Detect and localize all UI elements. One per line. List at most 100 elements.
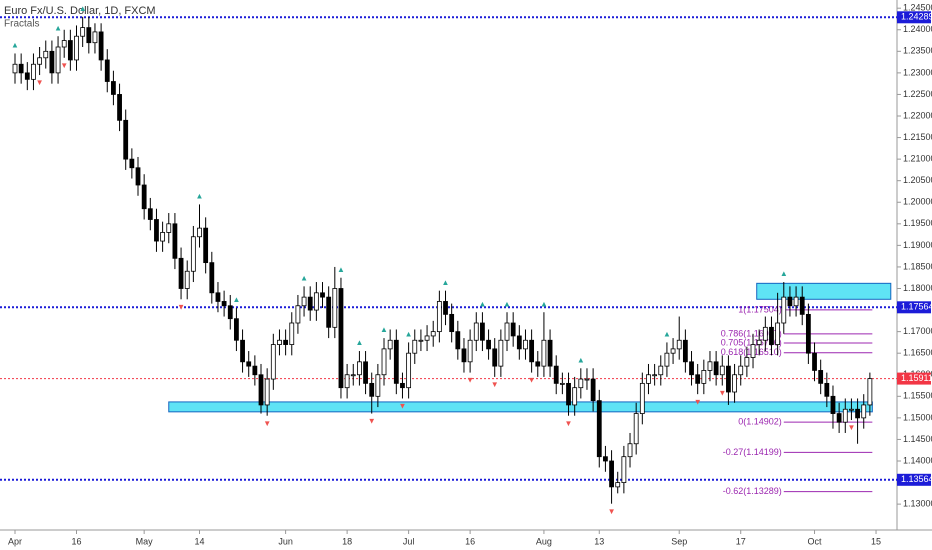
candle-body <box>695 374 701 384</box>
candle-body <box>320 292 325 298</box>
candle-body <box>775 322 781 345</box>
candle-body <box>406 352 412 389</box>
candle-body <box>129 158 135 169</box>
fractal-up: ▲ <box>232 295 240 304</box>
x-tick-label: Oct <box>808 536 823 546</box>
candle-body <box>805 313 811 354</box>
candle-body <box>449 313 455 333</box>
candle-body <box>855 408 860 419</box>
y-tick-label: 1.19000 <box>903 240 932 250</box>
candle-body <box>375 374 381 397</box>
candle-body <box>135 167 141 186</box>
candle-body <box>369 382 375 397</box>
fractal-up: ▲ <box>337 265 345 274</box>
candle-body <box>443 301 448 315</box>
price-badge-label: 1.24289 <box>901 12 932 22</box>
candle-body <box>61 40 67 48</box>
candle-body <box>603 456 608 462</box>
y-tick-label: 1.23500 <box>903 46 932 56</box>
indicator-label: Fractals <box>4 19 40 30</box>
candle-body <box>221 301 227 307</box>
y-tick-label: 1.14500 <box>903 434 932 444</box>
candle-body <box>615 482 621 488</box>
candle-body <box>92 31 98 44</box>
candle-body <box>215 292 221 302</box>
candle-body <box>154 219 159 242</box>
candle-body <box>227 305 233 320</box>
candle-body <box>240 339 245 363</box>
candle-body <box>209 262 215 294</box>
candle-body <box>553 365 559 384</box>
y-tick-label: 1.21000 <box>903 154 932 164</box>
candle-body <box>799 296 805 315</box>
candle-body <box>246 361 252 367</box>
candle-body <box>738 365 744 376</box>
fractal-up: ▲ <box>478 299 486 308</box>
candle-body <box>147 208 153 220</box>
x-tick-label: 17 <box>736 536 746 546</box>
x-tick-label: Apr <box>8 536 22 546</box>
fractal-up: ▲ <box>577 355 585 364</box>
candle-body <box>24 72 30 80</box>
y-tick-label: 1.22500 <box>903 89 932 99</box>
candle-body <box>744 357 750 367</box>
candle-body <box>172 223 178 259</box>
candle-body <box>381 348 387 376</box>
x-tick-label: Jun <box>278 536 293 546</box>
y-tick-label: 1.22000 <box>903 110 932 120</box>
candle-body <box>350 374 356 377</box>
candle-body <box>301 296 307 307</box>
candle-body <box>49 50 55 74</box>
candle-body <box>818 370 824 384</box>
x-tick-label: 15 <box>871 536 881 546</box>
y-tick-label: 1.15000 <box>903 412 932 422</box>
candle-body <box>621 456 627 483</box>
price-badge-label: 1.13564 <box>901 474 932 484</box>
candle-body <box>664 352 670 367</box>
candle-body <box>750 344 756 358</box>
candle-body <box>849 408 854 411</box>
fib-label: -0.27(1.14199) <box>723 447 782 457</box>
x-tick-label: 13 <box>594 536 604 546</box>
candle-body <box>473 322 479 341</box>
x-tick-label: 16 <box>72 536 82 546</box>
candle-body <box>504 322 510 341</box>
price-badge <box>897 301 931 314</box>
fractal-down: ▼ <box>565 419 573 428</box>
y-tick-label: 1.24500 <box>903 3 932 13</box>
price-badge <box>897 11 931 24</box>
candle-body <box>486 339 491 350</box>
candle-body <box>313 292 319 311</box>
candle-body <box>37 57 43 65</box>
fractal-down: ▼ <box>399 402 407 411</box>
candle-body <box>67 40 73 61</box>
candle-body <box>264 378 270 406</box>
candle-body <box>836 413 842 423</box>
candle-body <box>80 27 86 37</box>
candle-body <box>289 322 295 345</box>
candle-body <box>830 395 836 414</box>
fractal-up: ▲ <box>300 273 308 282</box>
candle-body <box>498 339 504 367</box>
candle-body <box>455 331 461 350</box>
x-tick-label: 16 <box>465 536 475 546</box>
fractal-up: ▲ <box>540 299 548 308</box>
price-badge-label: 1.17564 <box>901 302 932 312</box>
candle-body <box>633 413 639 445</box>
candle-body <box>584 378 590 381</box>
candle-body <box>55 46 61 74</box>
candle-body <box>787 296 793 307</box>
fractal-down: ▼ <box>263 419 271 428</box>
fractal-down: ▼ <box>718 389 726 398</box>
candle-body <box>357 361 362 376</box>
fractal-down: ▼ <box>694 397 702 406</box>
zone <box>756 282 892 300</box>
y-tick-label: 1.15500 <box>903 391 932 401</box>
y-tick-label: 1.19500 <box>903 218 932 228</box>
fractal-up: ▲ <box>380 325 388 334</box>
candle-body <box>160 232 166 242</box>
candle-body <box>480 322 485 341</box>
fractal-down: ▼ <box>36 78 44 87</box>
